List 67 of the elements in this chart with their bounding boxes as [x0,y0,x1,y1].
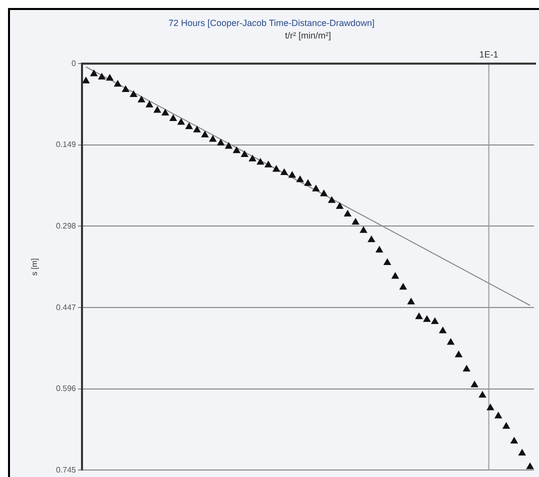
point [486,404,494,410]
point [256,158,264,165]
point [241,150,248,157]
point [82,77,90,84]
chart-title: 72 Hours [Cooper-Jacob Time-Distance-Drawdown] [168,18,375,28]
point [478,391,486,398]
point [455,351,462,358]
point [376,246,383,253]
point [518,449,526,456]
point [90,70,98,76]
point [296,176,304,182]
point [400,283,407,290]
y-tick-label: 0.149 [56,140,77,150]
point [272,165,280,172]
point [352,218,360,225]
point [447,338,454,345]
point [431,318,438,324]
point [178,118,185,125]
point [288,171,296,178]
point [470,381,478,388]
y-axis-title: s [m] [30,258,40,276]
point [186,122,193,130]
point [201,131,208,138]
point [264,161,272,168]
point [193,126,201,132]
point [510,437,518,444]
point [408,298,415,304]
point [392,272,399,279]
point [336,202,344,209]
y-tick-label: 0.298 [56,221,77,230]
point [463,365,470,372]
point [209,135,216,142]
y-tick-label: 0.745 [56,465,77,474]
point [162,109,169,116]
point [344,210,352,216]
point [154,106,161,113]
x-axis-title: t/r² [min/m²] [285,30,331,41]
y-tick-label: 0.596 [56,384,77,394]
point [248,155,256,162]
point [368,236,375,242]
point [130,90,138,97]
point [312,185,320,192]
point [423,316,430,322]
point [328,196,336,203]
point [280,168,288,176]
point [502,422,510,429]
point [360,226,368,233]
point [138,96,146,102]
point [114,80,122,87]
point [170,114,177,121]
point [526,462,534,470]
y-tick-label: 0 [72,58,77,68]
point [98,73,106,80]
point [233,146,240,154]
point [320,190,328,196]
point [225,142,232,149]
point [146,101,153,108]
point [122,86,130,92]
point [384,258,391,266]
point [106,74,114,81]
point [439,327,446,334]
text: 1E-1 [479,50,498,60]
point [415,312,423,320]
point [304,180,312,186]
point [494,412,502,418]
point [217,139,224,146]
y-tick-label: 0.447 [56,302,77,312]
